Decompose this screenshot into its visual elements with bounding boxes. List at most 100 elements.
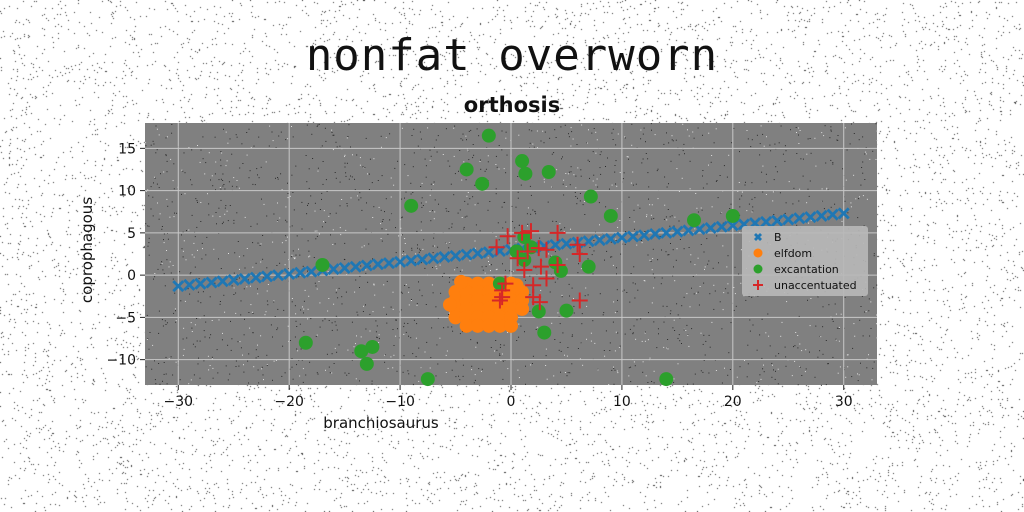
data-point: [687, 213, 701, 228]
data-point: [519, 243, 536, 260]
x-axis-label: branchiosaurus: [323, 414, 439, 432]
data-point: [615, 231, 628, 244]
data-point: [515, 154, 530, 169]
data-point: [726, 219, 739, 232]
data-point: [541, 165, 556, 180]
data-point: [354, 344, 369, 359]
legend-box: [742, 226, 868, 296]
data-point: [571, 246, 588, 262]
data-point: [538, 241, 555, 258]
data-point: [569, 236, 586, 253]
data-point: [172, 280, 185, 293]
data-point: [183, 278, 196, 291]
data-point: [782, 213, 795, 226]
x-tick-label: −30: [163, 394, 193, 410]
data-point: [283, 268, 296, 281]
data-point: [704, 221, 717, 234]
data-point: [459, 162, 474, 177]
data-point: [481, 128, 496, 143]
data-point: [371, 258, 384, 271]
data-point: [491, 292, 508, 309]
y-tick-label: 15: [118, 141, 136, 157]
figure-suptitle: nonfat overworn: [305, 30, 719, 81]
data-point: [360, 259, 373, 272]
data-point: [815, 209, 828, 222]
x-tick-label: 10: [613, 394, 631, 410]
x-tick-label: 0: [507, 394, 516, 410]
data-point: [516, 262, 533, 279]
data-point: [494, 289, 511, 306]
data-point: [553, 263, 568, 278]
legend-label: elfdom: [774, 247, 812, 260]
data-point: [365, 339, 380, 354]
x-tick-label: −20: [274, 394, 304, 410]
data-point: [518, 166, 533, 181]
data-point: [715, 220, 728, 233]
data-point: [603, 208, 618, 223]
data-point: [298, 335, 313, 350]
data-point: [837, 207, 850, 220]
data-point: [559, 303, 574, 318]
data-point: [581, 259, 596, 274]
data-point: [671, 225, 684, 238]
y-tick-label: 10: [118, 184, 136, 200]
data-point: [315, 257, 330, 272]
data-point: [448, 310, 463, 325]
chart-title: orthosis: [463, 93, 561, 117]
y-tick-label: −5: [115, 310, 136, 326]
data-point: [383, 257, 395, 270]
data-point: [627, 230, 639, 243]
data-point: [531, 304, 546, 319]
data-point: [649, 228, 662, 241]
data-point: [659, 372, 674, 387]
x-tick-label: 20: [724, 394, 742, 410]
data-point: [449, 249, 462, 262]
data-point: [416, 253, 429, 266]
data-point: [582, 235, 595, 248]
data-point: [826, 208, 839, 221]
data-point: [571, 292, 588, 309]
data-point: [438, 251, 451, 264]
data-point: [549, 238, 562, 251]
data-point: [338, 261, 351, 274]
data-point: [471, 247, 484, 260]
data-point: [538, 270, 555, 287]
data-point: [327, 263, 340, 276]
series-elfdom: [443, 274, 530, 333]
data-point: [530, 240, 547, 257]
data-point: [238, 272, 251, 285]
data-point: [405, 254, 418, 267]
legend-label: unaccentuated: [774, 279, 857, 292]
data-point: [560, 237, 573, 250]
data-point: [481, 318, 496, 333]
data-point: [515, 301, 530, 316]
legend-marker: [753, 280, 763, 290]
x-tick-label: 30: [835, 394, 853, 410]
data-point: [549, 224, 566, 241]
data-point: [522, 223, 539, 240]
data-point: [272, 269, 285, 282]
data-point: [488, 239, 505, 256]
legend-label: B: [774, 231, 782, 244]
data-point: [404, 198, 419, 213]
data-point: [725, 208, 740, 223]
data-point: [470, 318, 485, 333]
data-point: [504, 318, 518, 333]
data-point: [194, 277, 207, 290]
data-point: [482, 246, 495, 259]
y-tick-label: 0: [127, 268, 136, 284]
data-point: [583, 189, 598, 204]
data-point: [492, 318, 507, 333]
data-point: [460, 248, 473, 261]
legend-marker: [753, 264, 763, 274]
data-point: [427, 252, 440, 265]
y-tick-label: 5: [127, 226, 136, 242]
data-point: [294, 266, 307, 279]
data-point: [420, 372, 435, 387]
legend-label: excantation: [774, 263, 839, 276]
legend-marker: [753, 248, 763, 258]
y-axis-label: coprophagous: [78, 197, 96, 303]
data-point: [531, 294, 548, 311]
